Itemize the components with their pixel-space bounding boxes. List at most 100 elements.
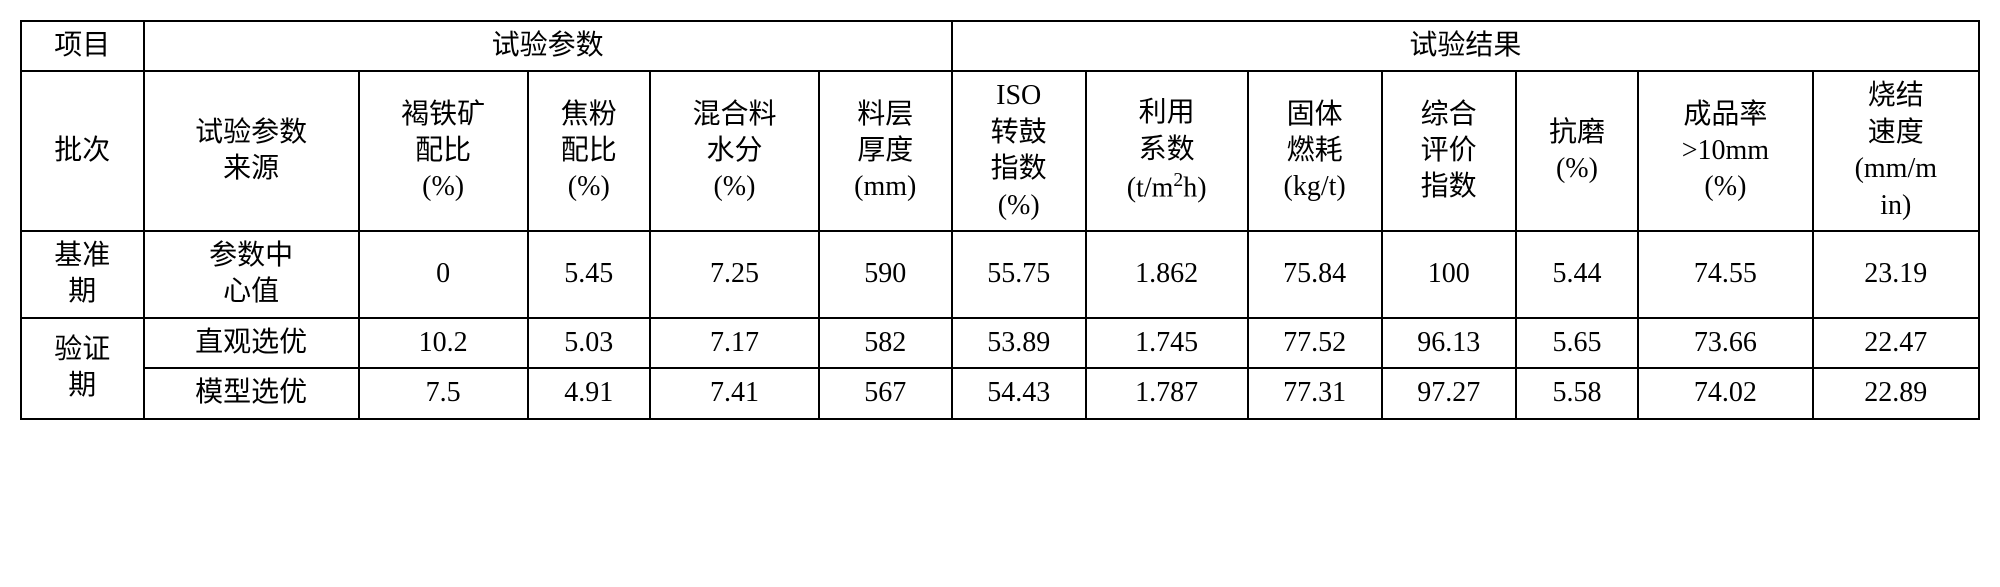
cell: 7.41	[650, 368, 819, 418]
cell: 1.862	[1086, 231, 1248, 318]
text: 混合料	[692, 99, 776, 130]
text: 抗磨	[1549, 117, 1605, 148]
col-header-iso: ISO 转鼓 指数 (%)	[952, 71, 1086, 231]
text: 基准	[54, 240, 110, 271]
cell-batch: 基准 期	[21, 231, 144, 318]
cell: 96.13	[1382, 318, 1516, 368]
cell: 73.66	[1638, 318, 1812, 368]
cell: 22.47	[1813, 318, 1979, 368]
cell: 0	[359, 231, 528, 318]
text: 褐铁矿	[401, 99, 485, 130]
text: (%)	[1556, 153, 1598, 184]
cell: 5.03	[528, 318, 651, 368]
text: 综合	[1421, 99, 1477, 130]
cell-param-source: 参数中 心值	[144, 231, 359, 318]
cell: 22.89	[1813, 368, 1979, 418]
text: ISO	[996, 80, 1041, 111]
text: 配比	[561, 135, 617, 166]
text: 期	[68, 370, 96, 401]
text: 心值	[223, 276, 279, 307]
cell: 77.31	[1248, 368, 1382, 418]
cell: 1.745	[1086, 318, 1248, 368]
text: >10mm	[1682, 135, 1769, 166]
cell: 97.27	[1382, 368, 1516, 418]
text: (mm/m	[1855, 153, 1937, 184]
text: 验证	[54, 334, 110, 365]
cell: 5.44	[1516, 231, 1639, 318]
col-header-results-group: 试验结果	[952, 21, 1979, 71]
text: 指数	[1421, 171, 1477, 202]
col-header-moisture: 混合料 水分 (%)	[650, 71, 819, 231]
text: 参数中	[209, 240, 293, 271]
col-header-sinter-speed: 烧结 速度 (mm/m in)	[1813, 71, 1979, 231]
cell: 5.45	[528, 231, 651, 318]
text: 利用	[1139, 97, 1195, 128]
cell: 10.2	[359, 318, 528, 368]
cell-batch: 验证 期	[21, 318, 144, 419]
col-header-param-source: 试验参数 来源	[144, 71, 359, 231]
text: in)	[1880, 190, 1911, 221]
cell: 567	[819, 368, 952, 418]
col-header-yield: 成品率 >10mm (%)	[1638, 71, 1812, 231]
text: 来源	[223, 153, 279, 184]
text: 配比	[415, 135, 471, 166]
cell-param-source: 模型选优	[144, 368, 359, 418]
cell: 54.43	[952, 368, 1086, 418]
text: 烧结	[1868, 80, 1924, 111]
text: 燃耗	[1287, 135, 1343, 166]
col-header-solid-fuel: 固体 燃耗 (kg/t)	[1248, 71, 1382, 231]
text: 2	[1173, 170, 1183, 191]
col-header-project: 项目	[21, 21, 144, 71]
table-row: 基准 期 参数中 心值 0 5.45 7.25 590 55.75 1.862 …	[21, 231, 1979, 318]
text: (kg/t)	[1284, 171, 1346, 202]
text: (%)	[568, 171, 610, 202]
text: 料层	[857, 99, 913, 130]
text: (t/m	[1127, 173, 1174, 204]
text: (%)	[422, 171, 464, 202]
text: (%)	[713, 171, 755, 202]
col-header-batch: 批次	[21, 71, 144, 231]
text: 固体	[1287, 99, 1343, 130]
text: 指数	[991, 153, 1047, 184]
text: 评价	[1421, 135, 1477, 166]
experiment-table: 项目 试验参数 试验结果 批次 试验参数 来源 褐铁矿 配比 (%) 焦粉 配比…	[20, 20, 1980, 420]
cell: 7.25	[650, 231, 819, 318]
col-header-params-group: 试验参数	[144, 21, 952, 71]
cell: 77.52	[1248, 318, 1382, 368]
table-row: 模型选优 7.5 4.91 7.41 567 54.43 1.787 77.31…	[21, 368, 1979, 418]
cell: 74.02	[1638, 368, 1812, 418]
cell-param-source: 直观选优	[144, 318, 359, 368]
col-header-coke: 焦粉 配比 (%)	[528, 71, 651, 231]
cell: 1.787	[1086, 368, 1248, 418]
cell: 5.58	[1516, 368, 1639, 418]
text: (mm)	[854, 171, 916, 202]
text: 试验参数	[195, 117, 307, 148]
cell: 74.55	[1638, 231, 1812, 318]
cell: 23.19	[1813, 231, 1979, 318]
cell: 55.75	[952, 231, 1086, 318]
cell: 582	[819, 318, 952, 368]
text: 系数	[1139, 134, 1195, 165]
text: 水分	[706, 135, 762, 166]
text: 速度	[1868, 117, 1924, 148]
text: (%)	[1704, 171, 1746, 202]
col-header-abrasion: 抗磨 (%)	[1516, 71, 1639, 231]
cell: 7.17	[650, 318, 819, 368]
text: 厚度	[857, 135, 913, 166]
text: (%)	[998, 190, 1040, 221]
cell: 100	[1382, 231, 1516, 318]
header-row-2: 批次 试验参数 来源 褐铁矿 配比 (%) 焦粉 配比 (%) 混合料 水分 (…	[21, 71, 1979, 231]
cell: 7.5	[359, 368, 528, 418]
col-header-comp-index: 综合 评价 指数	[1382, 71, 1516, 231]
cell: 4.91	[528, 368, 651, 418]
col-header-layer: 料层 厚度 (mm)	[819, 71, 952, 231]
text: 转鼓	[991, 117, 1047, 148]
cell: 53.89	[952, 318, 1086, 368]
col-header-utilization: 利用 系数 (t/m2h)	[1086, 71, 1248, 231]
text: 期	[68, 276, 96, 307]
cell: 75.84	[1248, 231, 1382, 318]
text: 焦粉	[561, 99, 617, 130]
text: h)	[1183, 173, 1206, 204]
table-row: 验证 期 直观选优 10.2 5.03 7.17 582 53.89 1.745…	[21, 318, 1979, 368]
text: 成品率	[1683, 99, 1767, 130]
